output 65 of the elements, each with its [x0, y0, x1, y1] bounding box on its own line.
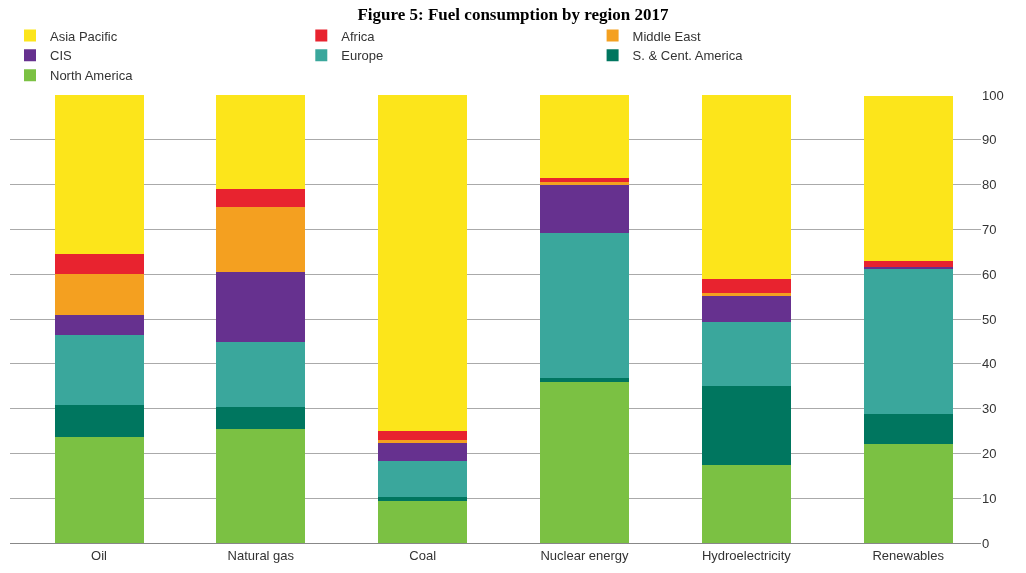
y-tick-label: 50	[982, 311, 997, 327]
legend-label: Africa	[341, 28, 376, 44]
bar	[378, 500, 468, 543]
y-tick-label: 90	[982, 132, 997, 148]
bar	[701, 292, 791, 296]
y-tick-label: 70	[982, 221, 997, 237]
bar	[54, 274, 144, 315]
bar	[378, 430, 468, 440]
bar	[540, 232, 630, 379]
legend-label: S. & Cent. America	[632, 48, 744, 64]
bar	[216, 407, 306, 429]
bar	[701, 278, 791, 293]
chart-title: Figure 5: Fuel consumption by region 2017	[357, 5, 670, 25]
y-tick-label: 30	[982, 401, 997, 417]
bar	[54, 314, 144, 336]
bar	[378, 95, 468, 431]
bar	[378, 461, 468, 497]
bar	[540, 378, 630, 382]
legend-label: CIS	[50, 48, 72, 64]
bar	[863, 414, 953, 445]
legend-label: Middle East	[632, 28, 701, 44]
bar	[216, 206, 306, 272]
bar	[378, 439, 468, 443]
bar	[701, 295, 791, 322]
legend-label: North America	[50, 68, 134, 84]
x-tick-label: Hydroelectricity	[701, 547, 792, 563]
bar	[540, 381, 630, 543]
bar	[216, 342, 306, 408]
x-tick-label: Coal	[409, 547, 437, 563]
bar	[863, 268, 953, 415]
legend-label: Europe	[341, 48, 384, 64]
bar	[540, 182, 630, 185]
bar	[54, 254, 144, 275]
legend-label: Asia Pacific	[50, 28, 118, 44]
x-tick-label: Natural gas	[227, 547, 295, 563]
x-tick-label: Oil	[91, 547, 108, 563]
bar	[54, 335, 144, 406]
bar	[701, 385, 791, 466]
bar	[701, 465, 791, 543]
bar	[378, 442, 468, 462]
bar	[216, 95, 306, 189]
bar	[540, 184, 630, 233]
bar	[540, 95, 630, 179]
bar	[216, 428, 306, 543]
y-tick-label: 80	[982, 177, 997, 193]
bar	[540, 178, 630, 183]
bar	[216, 188, 306, 207]
y-tick-label: 100	[982, 87, 1004, 103]
bar	[54, 405, 144, 438]
y-tick-label: 60	[982, 266, 997, 282]
y-tick-label: 20	[982, 445, 997, 461]
bar	[863, 95, 953, 261]
bar	[216, 271, 306, 343]
bar	[701, 321, 791, 386]
bar	[863, 444, 953, 543]
y-tick-label: 10	[982, 490, 997, 506]
y-tick-label: 0	[982, 535, 990, 551]
bar	[54, 95, 144, 255]
x-tick-label: Renewables	[872, 547, 945, 563]
bar	[54, 437, 144, 543]
bar	[701, 95, 791, 279]
y-tick-label: 40	[982, 356, 997, 372]
bar	[378, 496, 468, 501]
bar	[863, 260, 953, 267]
x-tick-label: Nuclear energy	[540, 547, 630, 563]
